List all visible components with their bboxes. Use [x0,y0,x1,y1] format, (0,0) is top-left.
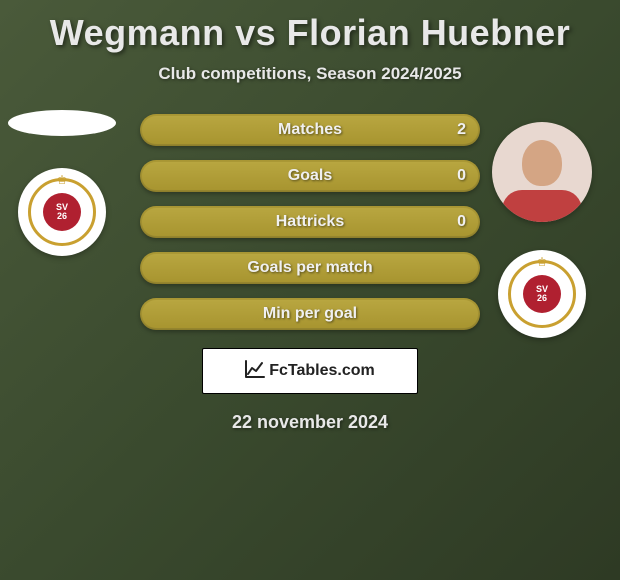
stat-value-right: 2 [457,121,466,139]
stat-label: Min per goal [263,305,357,323]
stat-label: Goals [288,167,332,185]
footer-date: 22 november 2024 [0,412,620,433]
stat-value-right: 0 [457,167,466,185]
stat-bar: Goals per match [140,252,480,284]
stat-bar: Goals 0 [140,160,480,192]
stat-bar: Min per goal [140,298,480,330]
chart-icon [245,360,265,383]
stat-label: Goals per match [247,259,372,277]
comparison-title: Wegmann vs Florian Huebner [0,0,620,54]
stat-label: Matches [278,121,342,139]
stat-label: Hattricks [276,213,344,231]
stats-area: Matches 2 Goals 0 Hattricks 0 Goals per match M… [0,114,620,433]
stat-bar: Matches 2 [140,114,480,146]
comparison-subtitle: Club competitions, Season 2024/2025 [0,64,620,84]
brand-text: FcTables.com [269,362,375,380]
brand-footer-box[interactable]: FcTables.com [202,348,418,394]
stat-value-right: 0 [457,213,466,231]
stat-bar: Hattricks 0 [140,206,480,238]
stat-rows-container: Matches 2 Goals 0 Hattricks 0 Goals per match M… [0,114,620,330]
